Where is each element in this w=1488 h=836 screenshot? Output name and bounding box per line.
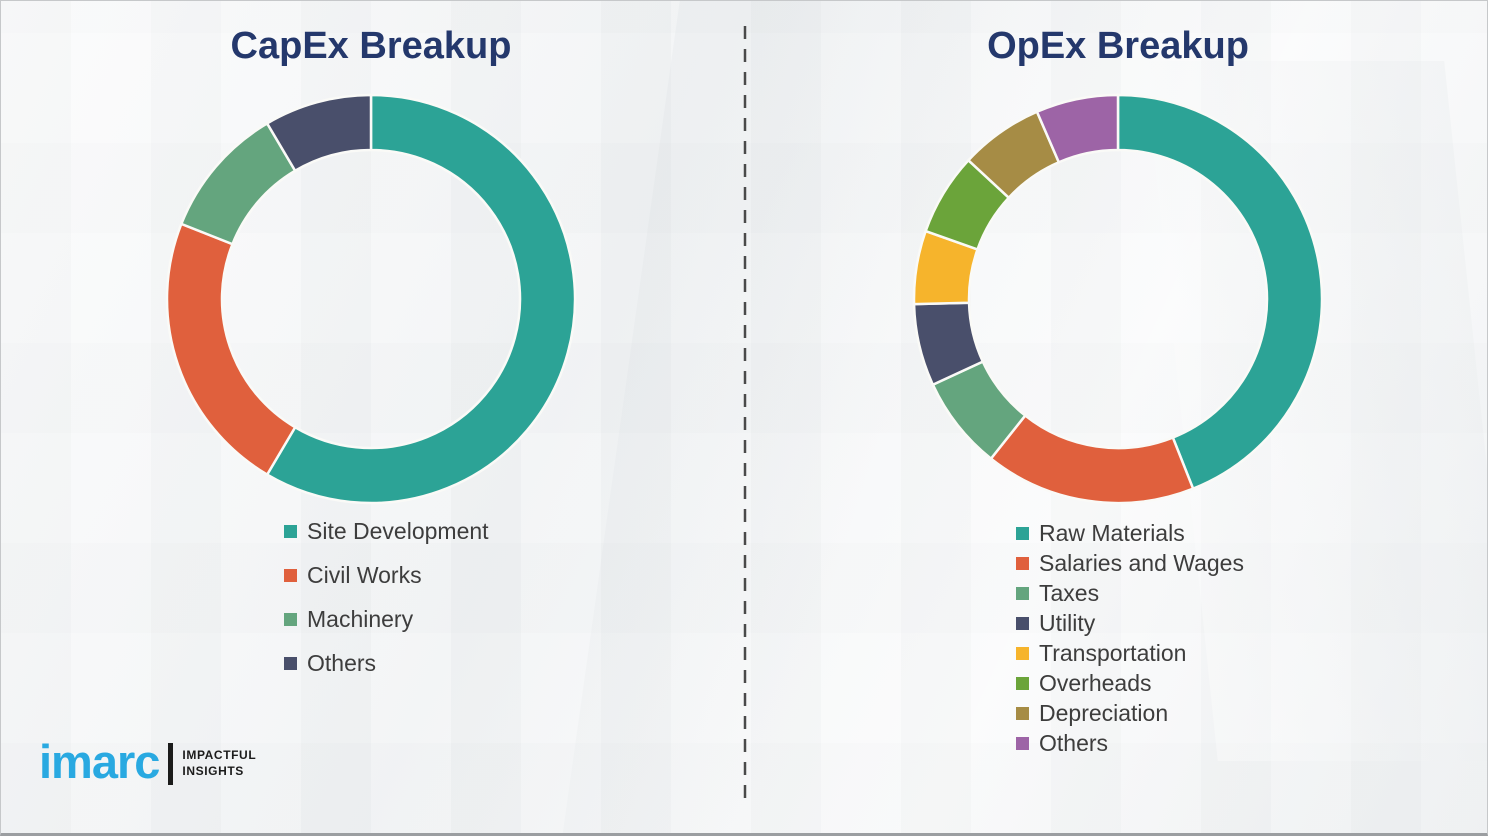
opex-legend-label-salaries-and-wages: Salaries and Wages — [1039, 549, 1244, 576]
opex-legend-swatch-others — [1016, 736, 1029, 750]
opex-legend-label-raw-materials: Raw Materials — [1039, 519, 1185, 546]
capex-legend-label-machinery: Machinery — [307, 605, 414, 632]
imarc-logo: imarc IMPACTFUL INSIGHTS — [39, 737, 256, 785]
opex-segment-salaries-and-wages — [989, 413, 1195, 505]
capex-legend-item-site-development: Site Development — [284, 509, 489, 553]
dashed-divider-line — [743, 26, 747, 801]
opex-legend: Raw Materials Salaries and Wages Taxes Util… — [1016, 518, 1244, 758]
capex-legend-item-others: Others — [284, 641, 489, 685]
opex-legend-swatch-utility — [1016, 616, 1029, 630]
opex-legend-item-raw-materials: Raw Materials — [1016, 518, 1244, 548]
opex-legend-item-depreciation: Depreciation — [1016, 698, 1244, 728]
capex-legend: Site Development Civil Works Machinery Othe… — [284, 509, 489, 685]
capex-legend-swatch-others — [284, 656, 297, 670]
capex-legend-item-civil-works: Civil Works — [284, 553, 489, 597]
opex-donut-chart — [912, 93, 1324, 505]
capex-legend-label-site-development: Site Development — [307, 517, 489, 544]
capex-segment-site-development — [265, 93, 577, 505]
opex-chart-title: OpEx Breakup — [987, 25, 1249, 67]
opex-legend-swatch-transportation — [1016, 646, 1029, 660]
capex-legend-swatch-civil-works — [284, 568, 297, 582]
opex-legend-item-transportation: Transportation — [1016, 638, 1244, 668]
opex-legend-item-salaries-and-wages: Salaries and Wages — [1016, 548, 1244, 578]
opex-legend-swatch-raw-materials — [1016, 526, 1029, 540]
capex-legend-label-civil-works: Civil Works — [307, 561, 422, 588]
capex-legend-swatch-machinery — [284, 612, 297, 626]
capex-legend-swatch-site-development — [284, 524, 297, 538]
opex-legend-label-depreciation: Depreciation — [1039, 699, 1169, 726]
capex-segment-civil-works — [165, 222, 297, 477]
imarc-tagline-line1: IMPACTFUL — [182, 748, 257, 763]
opex-legend-label-transportation: Transportation — [1039, 639, 1187, 666]
opex-legend-item-overheads: Overheads — [1016, 668, 1244, 698]
opex-legend-item-others: Others — [1016, 728, 1244, 758]
opex-legend-swatch-depreciation — [1016, 706, 1029, 720]
capex-chart-title: CapEx Breakup — [230, 25, 512, 67]
opex-legend-swatch-overheads — [1016, 676, 1029, 690]
imarc-logo-divider-bar — [168, 743, 174, 785]
opex-legend-label-overheads: Overheads — [1039, 669, 1152, 696]
opex-legend-swatch-taxes — [1016, 586, 1029, 600]
opex-legend-label-others: Others — [1039, 729, 1109, 756]
capex-legend-label-others: Others — [307, 649, 377, 676]
opex-segment-others — [1035, 93, 1120, 164]
opex-legend-label-utility: Utility — [1039, 609, 1096, 636]
opex-legend-item-utility: Utility — [1016, 608, 1244, 638]
opex-segment-raw-materials — [1116, 93, 1324, 491]
capex-legend-item-machinery: Machinery — [284, 597, 489, 641]
opex-legend-item-taxes: Taxes — [1016, 578, 1244, 608]
capex-donut-chart — [165, 93, 577, 505]
imarc-logo-tagline: IMPACTFUL INSIGHTS — [182, 748, 256, 779]
imarc-tagline-line2: INSIGHTS — [182, 764, 244, 778]
opex-legend-label-taxes: Taxes — [1039, 579, 1100, 606]
capex-segment-others — [265, 93, 373, 173]
imarc-logo-wordmark: imarc — [39, 734, 160, 788]
opex-legend-swatch-salaries-and-wages — [1016, 556, 1029, 570]
